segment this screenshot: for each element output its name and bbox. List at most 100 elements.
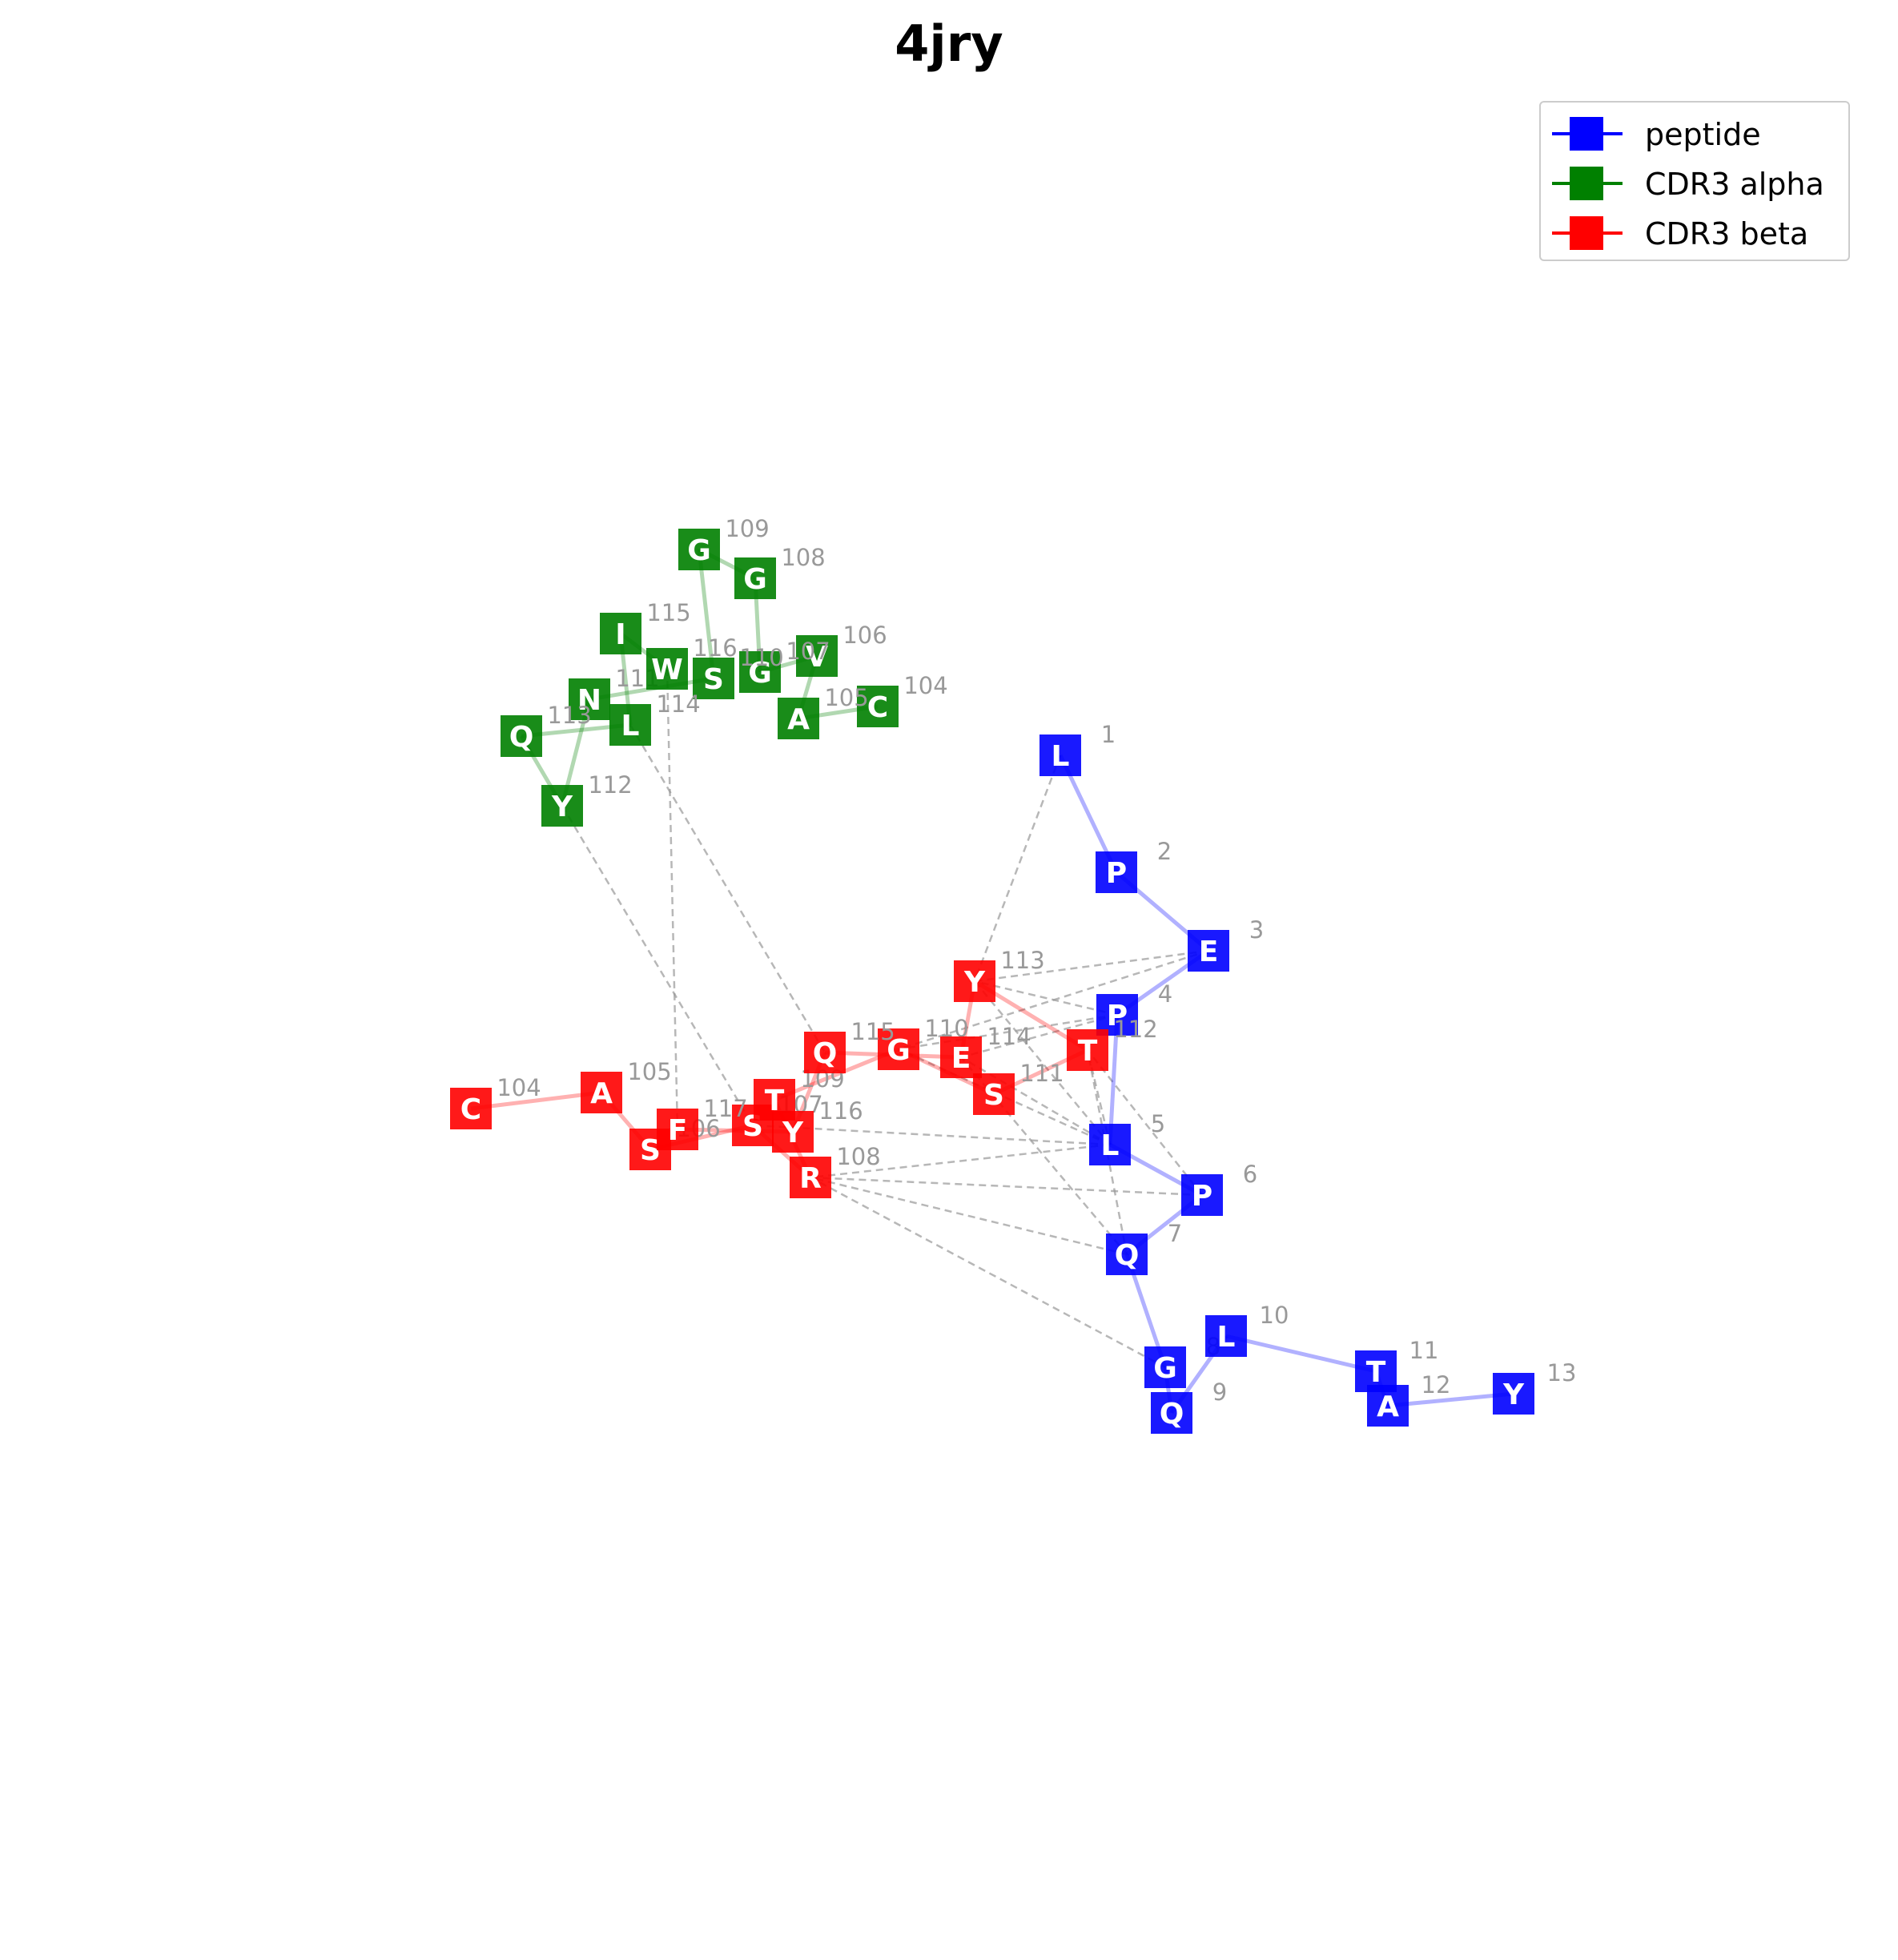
residue-marker <box>657 1109 698 1150</box>
residue-number: 108 <box>781 544 825 571</box>
residue-marker <box>1096 994 1138 1036</box>
peptide-residue-node: Q9 <box>1151 1378 1227 1434</box>
residue-marker <box>693 658 734 699</box>
residue-marker <box>1205 1315 1247 1357</box>
residue-number: 5 <box>1151 1110 1165 1137</box>
residue-letter: E <box>1199 936 1219 968</box>
peptide-residue-node: T 11 <box>1355 1337 1438 1392</box>
residue-number: 10 <box>1260 1302 1289 1329</box>
residue-marker <box>772 1111 814 1153</box>
residue-nodes: L1P2E3P4L5P6Q7G8Q9L10T11A12Y13C104A105V1… <box>450 515 1576 1434</box>
residue-number: 116 <box>818 1097 863 1125</box>
residue-marker <box>569 678 610 720</box>
contact-line <box>960 1056 1128 1255</box>
residue-number: 3 <box>1249 916 1264 944</box>
contact-line <box>810 1143 1111 1179</box>
residue-letter: R <box>799 1162 822 1195</box>
cdr3-alpha-residue-node: C 104 <box>857 672 948 727</box>
residue-number: 9 <box>1212 1378 1227 1406</box>
residue-number: 112 <box>1113 1016 1157 1043</box>
residue-number: 115 <box>850 1018 895 1045</box>
residue-letter: N <box>577 684 601 717</box>
residue-marker <box>1144 1346 1186 1388</box>
residue-letter: F <box>668 1114 688 1147</box>
residue-letter: P <box>1192 1180 1212 1213</box>
residue-letter: Y <box>782 1117 804 1149</box>
residue-letter: Q <box>813 1037 838 1070</box>
residue-marker <box>790 1157 831 1198</box>
cdr3-beta-residue-node: E 114 <box>940 1023 1031 1078</box>
residue-marker <box>1089 1124 1131 1165</box>
residue-number: 2 <box>1157 838 1172 865</box>
residue-marker <box>1106 1234 1148 1275</box>
cdr3-alpha-residue-node: V 106 <box>796 622 887 677</box>
residue-marker <box>796 635 838 677</box>
residue-number: 104 <box>903 672 947 699</box>
residue-number: 114 <box>987 1023 1031 1050</box>
residue-letter: L <box>621 710 640 743</box>
peptide-backbone-line <box>1108 1014 1120 1145</box>
residue-letter: A <box>1377 1391 1399 1423</box>
cdr3-alpha-residue-node: S 110 <box>693 644 784 699</box>
residue-letter: S <box>983 1079 1004 1112</box>
residue-marker <box>646 648 688 690</box>
peptide-residue-node: Y 13 <box>1493 1359 1576 1415</box>
residue-marker <box>1067 1029 1108 1071</box>
residue-letter: C <box>867 691 888 724</box>
residue-letter: L <box>1101 1129 1120 1162</box>
peptide-residue-node: A 12 <box>1367 1371 1450 1427</box>
contact-line <box>1087 1049 1203 1196</box>
residue-number: 110 <box>739 644 783 671</box>
cdr3-beta-residue-node: T 112 <box>1067 1016 1158 1071</box>
residue-number: 12 <box>1421 1371 1451 1399</box>
residue-letter: V <box>806 641 828 674</box>
contact-line <box>898 1013 1118 1051</box>
residue-number: 111 <box>1019 1060 1064 1087</box>
residue-letter: G <box>687 534 711 567</box>
cdr3-beta-backbone-line <box>470 1090 602 1111</box>
residue-letter: A <box>787 703 810 736</box>
residue-number: 1 <box>1101 721 1116 748</box>
residue-number: 11 <box>1409 1337 1439 1364</box>
legend-label-cdr3-beta: CDR3 beta <box>1645 216 1809 252</box>
residue-letter: Y <box>551 791 573 823</box>
diagram-title: 4jry <box>895 14 1003 73</box>
cdr3-alpha-residue-node: Y 112 <box>541 771 633 827</box>
cdr3-alpha-residue-node: Q 113 <box>501 702 592 757</box>
contact-line <box>810 1176 1203 1197</box>
peptide-backbone-line <box>1225 1334 1377 1374</box>
residue-number: 117 <box>703 1095 747 1122</box>
contact-line <box>1086 1049 1128 1255</box>
residue-letter: Q <box>1160 1398 1184 1431</box>
peptide-residue-node: Q7 <box>1106 1220 1182 1275</box>
cdr3-alpha-residue-node: G 109 <box>678 515 770 570</box>
residue-number: 105 <box>824 684 868 711</box>
residue-number: 112 <box>588 771 632 799</box>
residue-number: 107 <box>786 638 830 665</box>
residue-number: 116 <box>693 634 737 662</box>
cdr3-beta-residue-node: S 111 <box>973 1060 1064 1115</box>
cdr3-beta-residue-node: Y 113 <box>954 947 1045 1002</box>
legend: peptide CDR3 alpha CDR3 beta <box>1539 101 1850 261</box>
residue-marker <box>734 557 776 599</box>
residue-letter: P <box>1107 1000 1128 1032</box>
legend-swatch-peptide <box>1570 117 1603 151</box>
residue-letter: A <box>590 1077 613 1110</box>
legend-item-cdr3-alpha: CDR3 alpha <box>1541 159 1848 207</box>
residue-marker <box>581 1072 622 1113</box>
residue-letter: G <box>743 563 767 596</box>
contact-line <box>974 980 1118 1016</box>
contact-line <box>960 1056 1111 1146</box>
residue-marker <box>778 698 819 739</box>
residue-number: 7 <box>1168 1220 1182 1247</box>
cdr3-alpha-residue-node: G 107 <box>739 638 830 693</box>
residue-marker <box>1151 1392 1192 1434</box>
residue-marker <box>1039 734 1081 776</box>
residue-marker <box>804 1032 846 1073</box>
residue-marker <box>1493 1373 1534 1415</box>
residue-marker <box>1181 1174 1223 1216</box>
cdr3-beta-residue-node: A 105 <box>581 1058 672 1113</box>
residue-marker <box>450 1088 492 1129</box>
peptide-residue-node: L1 <box>1039 721 1116 776</box>
